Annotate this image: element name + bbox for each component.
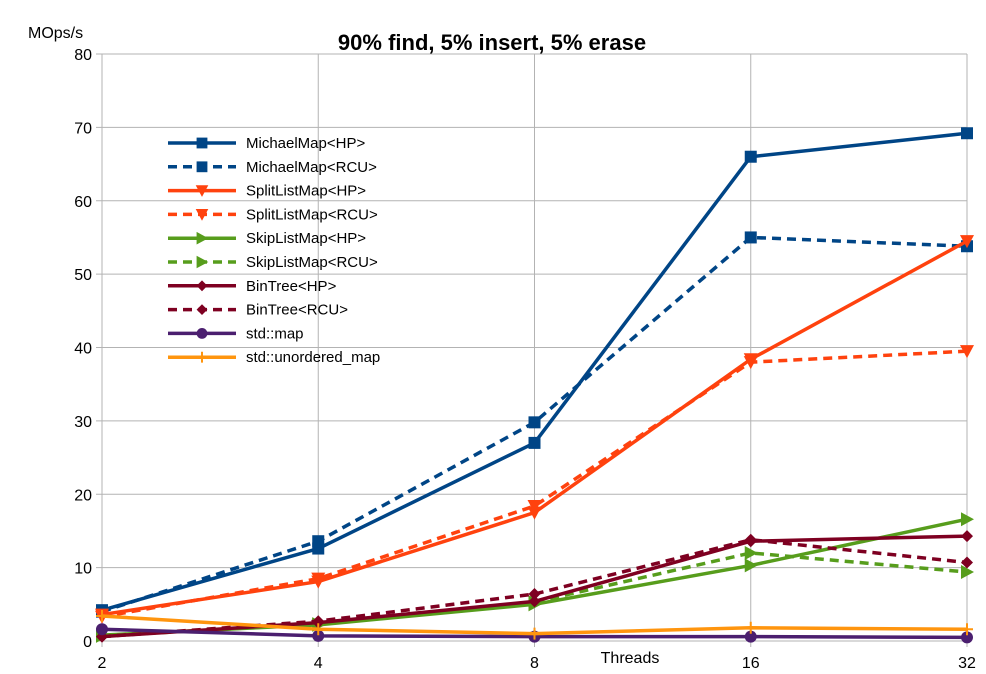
data-point bbox=[961, 556, 973, 569]
data-point bbox=[528, 436, 541, 449]
data-point bbox=[744, 558, 758, 573]
x-tick-label: 16 bbox=[742, 655, 760, 672]
y-tick-label: 50 bbox=[74, 267, 92, 284]
data-point bbox=[528, 627, 541, 640]
data-point bbox=[960, 345, 974, 359]
data-point bbox=[527, 499, 542, 513]
data-point bbox=[961, 512, 974, 527]
data-point bbox=[744, 231, 757, 244]
legend-label: BinTree<RCU> bbox=[246, 302, 348, 319]
y-tick-label: 0 bbox=[83, 634, 92, 651]
legend-item-michaelmap-rcu: MichaelMap<RCU> bbox=[168, 159, 377, 176]
data-point bbox=[961, 623, 973, 636]
data-point bbox=[311, 572, 326, 586]
legend-marker bbox=[196, 304, 208, 315]
axes: 0 10 20 30 40 50 60 70 80 2 4 8 16 32 bbox=[74, 47, 976, 672]
data-point bbox=[96, 610, 108, 623]
legend-item-splitlistmap-hp: SplitListMap<HP> bbox=[168, 183, 366, 200]
series-line bbox=[101, 551, 968, 638]
data-point bbox=[743, 356, 758, 370]
data-point bbox=[744, 150, 757, 163]
data-point bbox=[312, 615, 325, 628]
series-std-unordered-map bbox=[96, 610, 973, 640]
data-point bbox=[744, 533, 757, 546]
x-tick-label: 2 bbox=[98, 655, 107, 672]
legend-marker bbox=[195, 185, 209, 197]
data-point bbox=[961, 631, 973, 644]
data-point bbox=[528, 416, 541, 429]
x-tick-label: 32 bbox=[958, 655, 976, 672]
data-point bbox=[312, 535, 325, 548]
legend-item-michaelmap-hp: MichaelMap<HP> bbox=[168, 135, 365, 152]
legend-label: MichaelMap<RCU> bbox=[246, 159, 377, 176]
legend-label: SplitListMap<RCU> bbox=[246, 206, 378, 223]
legend-marker bbox=[196, 231, 209, 245]
x-tick-label: 8 bbox=[530, 655, 539, 672]
y-tick-label: 10 bbox=[74, 561, 92, 578]
data-point bbox=[528, 595, 541, 608]
chart-title: 90% find, 5% insert, 5% erase bbox=[338, 30, 646, 55]
x-tick-label: 4 bbox=[314, 655, 323, 672]
legend: MichaelMap<HP> MichaelMap<RCU> SplitListMa… bbox=[168, 135, 380, 366]
legend-label: SkipListMap<RCU> bbox=[246, 254, 378, 271]
legend-marker bbox=[196, 328, 208, 339]
y-tick-label: 60 bbox=[74, 194, 92, 211]
data-point bbox=[744, 621, 757, 634]
data-point bbox=[96, 623, 108, 636]
legend-label: BinTree<HP> bbox=[246, 278, 337, 295]
y-tick-label: 30 bbox=[74, 414, 92, 431]
legend-marker bbox=[196, 161, 208, 173]
legend-label: SkipListMap<HP> bbox=[246, 230, 366, 247]
data-point bbox=[744, 630, 757, 643]
legend-label: std::map bbox=[246, 325, 304, 342]
x-axis-label: Threads bbox=[601, 650, 660, 667]
legend-marker bbox=[196, 280, 208, 292]
y-tick-label: 20 bbox=[74, 487, 92, 504]
legend-item-bintree-hp: BinTree<HP> bbox=[168, 278, 337, 295]
data-point bbox=[312, 629, 325, 642]
data-point bbox=[961, 530, 973, 543]
y-tick-label: 70 bbox=[74, 120, 92, 137]
legend-label: MichaelMap<HP> bbox=[246, 135, 365, 152]
legend-item-skiplistmap-rcu: SkipListMap<RCU> bbox=[168, 254, 378, 271]
legend-marker bbox=[195, 209, 209, 221]
data-point bbox=[528, 588, 541, 601]
series-line bbox=[101, 235, 968, 614]
y-tick-label: 80 bbox=[74, 47, 92, 64]
data-point bbox=[744, 545, 758, 560]
legend-marker bbox=[196, 351, 208, 363]
legend-item-bintree-rcu: BinTree<RCU> bbox=[168, 302, 348, 319]
legend-item-std-map: std::map bbox=[168, 325, 304, 342]
y-axis-label: MOps/s bbox=[28, 25, 83, 42]
legend-marker bbox=[196, 137, 208, 149]
series-group bbox=[95, 127, 974, 644]
legend-label: SplitListMap<HP> bbox=[246, 183, 366, 200]
data-point bbox=[312, 623, 325, 636]
legend-item-splitlistmap-rcu: SplitListMap<RCU> bbox=[168, 206, 378, 223]
data-point bbox=[961, 127, 973, 140]
data-point bbox=[960, 235, 974, 249]
data-point bbox=[527, 506, 542, 520]
legend-item-std-unordered-map: std::unordered_map bbox=[168, 349, 380, 366]
legend-marker bbox=[196, 255, 209, 269]
legend-label: std::unordered_map bbox=[246, 349, 380, 366]
legend-item-skiplistmap-hp: SkipListMap<HP> bbox=[168, 230, 366, 247]
data-point bbox=[961, 565, 974, 580]
y-tick-label: 40 bbox=[74, 341, 92, 358]
